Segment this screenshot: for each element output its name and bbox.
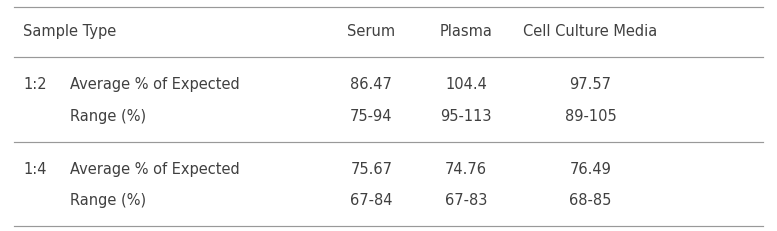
Text: 75-94: 75-94 — [350, 109, 392, 124]
Text: 95-113: 95-113 — [441, 109, 492, 124]
Text: Serum: Serum — [347, 24, 395, 39]
Text: Average % of Expected: Average % of Expected — [70, 162, 239, 177]
Text: Range (%): Range (%) — [70, 109, 146, 124]
Text: 1:2: 1:2 — [23, 77, 47, 92]
Text: Average % of Expected: Average % of Expected — [70, 77, 239, 92]
Text: 67-83: 67-83 — [445, 194, 487, 208]
Text: 68-85: 68-85 — [570, 194, 611, 208]
Text: 104.4: 104.4 — [445, 77, 487, 92]
Text: 67-84: 67-84 — [350, 194, 392, 208]
Text: 74.76: 74.76 — [445, 162, 487, 177]
Text: Plasma: Plasma — [440, 24, 493, 39]
Text: Range (%): Range (%) — [70, 194, 146, 208]
Text: Sample Type: Sample Type — [23, 24, 117, 39]
Text: 76.49: 76.49 — [570, 162, 611, 177]
Text: 86.47: 86.47 — [350, 77, 392, 92]
Text: 1:4: 1:4 — [23, 162, 47, 177]
Text: 75.67: 75.67 — [350, 162, 392, 177]
Text: Cell Culture Media: Cell Culture Media — [524, 24, 657, 39]
Text: 89-105: 89-105 — [565, 109, 616, 124]
Text: 97.57: 97.57 — [570, 77, 611, 92]
